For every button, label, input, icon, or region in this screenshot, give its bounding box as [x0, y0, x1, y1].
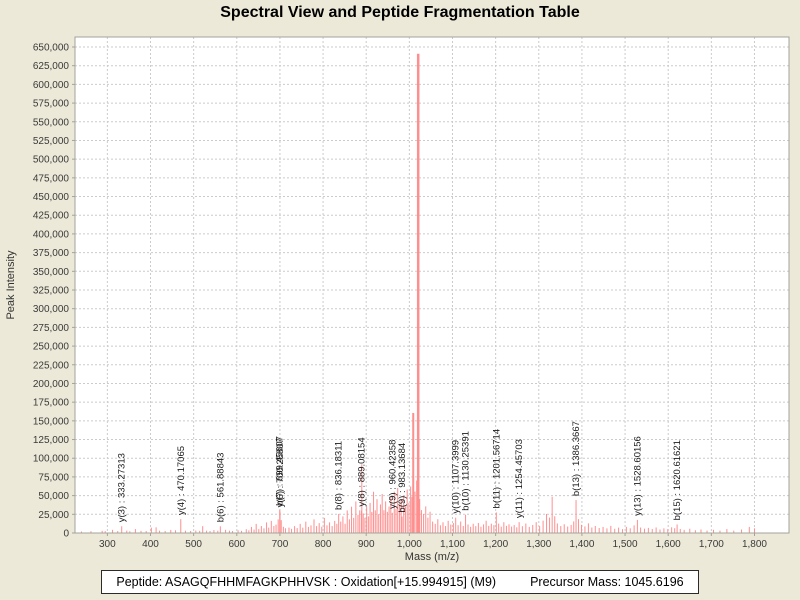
peak-label: y(10) : 1107.3999 [451, 440, 462, 514]
peak-label: b(6) : 561.88843 [215, 453, 226, 523]
plot-border [74, 36, 790, 534]
peak-label: y(6) : 700.25807 [275, 438, 286, 507]
peak-label: y(8) : 889.08154 [356, 437, 367, 506]
y-tick-label: 500,000 [33, 155, 70, 166]
x-tick-label: 400 [142, 539, 159, 550]
peak-label: b(11) : 1201.56714 [491, 429, 502, 509]
y-tick-label: 550,000 [33, 117, 70, 128]
y-tick-label: 200,000 [33, 379, 70, 390]
peak-label: y(3) : 333.27313 [117, 453, 128, 522]
x-tick-label: 1,500 [613, 539, 638, 550]
y-tick-label: 250,000 [33, 342, 70, 353]
y-tick-label: 275,000 [33, 323, 70, 334]
peak-label: b(7) : 699.45607 [275, 436, 286, 506]
peak-label: b(10) : 1130.25391 [461, 431, 472, 511]
y-tick-label: 0 [63, 529, 69, 540]
y-tick-label: 350,000 [33, 267, 70, 278]
y-tick-label: 75,000 [38, 472, 69, 483]
x-tick-label: 900 [358, 539, 375, 550]
y-tick-label: 225,000 [33, 360, 70, 371]
y-tick-label: 400,000 [33, 229, 70, 240]
peak-label: y(13) : 1528.60156 [632, 436, 643, 516]
annotated-peaks: y(3) : 333.27313 y(4) : 470.17065 b(6) : 5… [117, 421, 683, 533]
y-tick-label: 100,000 [33, 454, 70, 465]
y-tick-label: 325,000 [33, 286, 70, 297]
chart-title: Spectral View and Peptide Fragmentation … [220, 4, 580, 21]
footer: Peptide: ASAGQFHHMFAGKPHHVSK : Oxidation… [0, 570, 800, 594]
peak-label: y(11) : 1254.45703 [514, 439, 525, 518]
x-tick-label: 1,100 [440, 539, 465, 550]
x-tick-label: 1,400 [569, 539, 594, 550]
y-tick-label: 175,000 [33, 398, 70, 409]
y-tick-label: 125,000 [33, 435, 70, 446]
x-tick-label: 600 [228, 539, 245, 550]
x-tick-label: 300 [99, 539, 116, 550]
y-tick-label: 150,000 [33, 416, 70, 427]
x-tick-label: 1,800 [742, 539, 767, 550]
peaks [80, 53, 755, 533]
y-tick-label: 375,000 [33, 248, 70, 259]
peak-label: b(8) : 836.18311 [334, 441, 345, 510]
peptide-info-box: Peptide: ASAGQFHHMFAGKPHHVSK : Oxidation… [101, 570, 699, 594]
x-tick-label: 1,200 [483, 539, 508, 550]
x-tick-label: 700 [272, 539, 289, 550]
peak-label: y(9) : 960.42358 [387, 440, 398, 509]
axis-ticks [72, 46, 755, 536]
x-tick-label: 1,600 [656, 539, 681, 550]
y-tick-label: 450,000 [33, 192, 70, 203]
x-tick-label: 1,700 [699, 539, 724, 550]
peak-label: b(15) : 1620.61621 [672, 440, 683, 520]
peak-label: y(4) : 470.17065 [176, 446, 187, 515]
y-tick-label: 300,000 [33, 304, 70, 315]
y-tick-label: 575,000 [33, 99, 70, 110]
peptide-label: Peptide: ASAGQFHHMFAGKPHHVSK : Oxidation… [116, 575, 497, 589]
gridlines [75, 37, 789, 534]
x-tick-label: 800 [315, 539, 332, 550]
x-axis-title: Mass (m/z) [405, 551, 459, 563]
y-tick-label: 475,000 [33, 173, 70, 184]
y-tick-label: 25,000 [38, 510, 69, 521]
x-tick-label: 1,300 [526, 539, 551, 550]
y-tick-label: 425,000 [33, 211, 70, 222]
x-tick-label: 500 [185, 539, 202, 550]
y-tick-label: 50,000 [38, 491, 69, 502]
peak-label: b(13) : 1386.3667 [571, 421, 582, 496]
precursor-mass-label: Precursor Mass: 1045.6196 [530, 575, 684, 589]
y-tick-label: 600,000 [33, 80, 70, 91]
y-tick-label: 650,000 [33, 43, 70, 54]
peak-label: b(9) : 983.13684 [397, 443, 408, 513]
y-tick-label: 625,000 [33, 61, 70, 72]
y-tick-label: 525,000 [33, 136, 70, 147]
axis-tick-labels: 0 25,000 50,000 75,000 100,000 125,000 150,000… [33, 43, 768, 551]
y-axis-title: Peak Intensity [5, 250, 17, 320]
x-tick-label: 1,000 [397, 539, 422, 550]
